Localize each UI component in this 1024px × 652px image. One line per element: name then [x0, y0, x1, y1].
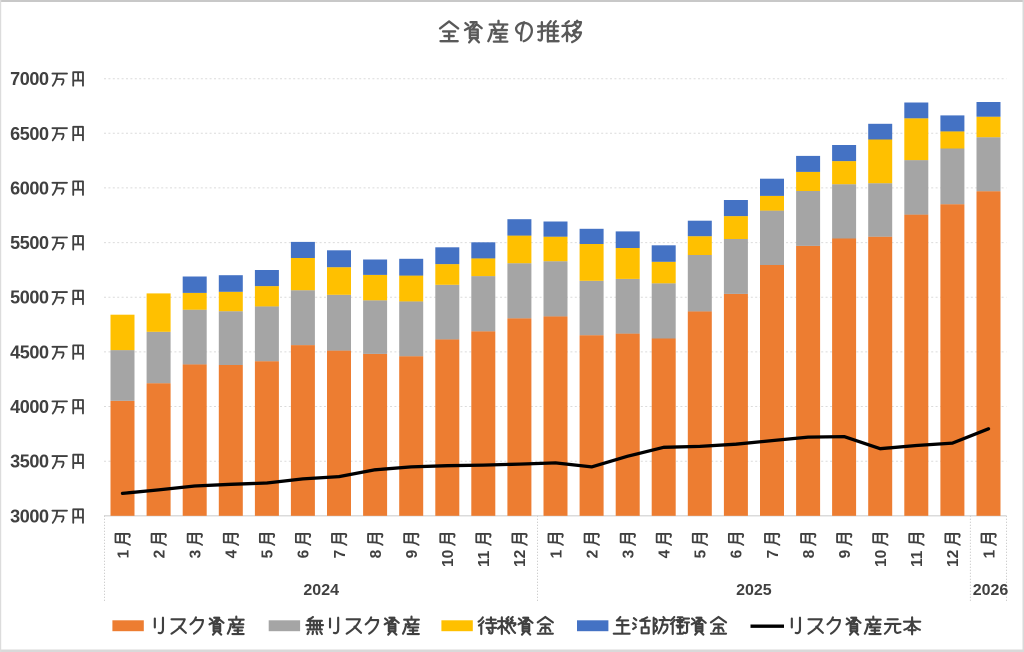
svg-text:5: 5	[693, 549, 710, 558]
svg-text:5000: 5000	[10, 288, 49, 308]
svg-text:10: 10	[873, 550, 890, 567]
svg-text:8: 8	[368, 549, 385, 558]
svg-text:3: 3	[621, 549, 638, 558]
svg-text:3: 3	[188, 549, 205, 558]
svg-text:9: 9	[404, 549, 421, 558]
svg-text:11: 11	[909, 550, 926, 567]
svg-text:1: 1	[548, 549, 565, 558]
svg-text:6000: 6000	[10, 178, 49, 198]
svg-text:7: 7	[765, 550, 782, 559]
svg-text:9: 9	[837, 549, 854, 558]
svg-text:3500: 3500	[10, 452, 49, 472]
svg-text:7000: 7000	[10, 69, 49, 89]
svg-text:6: 6	[729, 549, 746, 558]
svg-text:4000: 4000	[10, 397, 49, 417]
svg-text:1: 1	[115, 549, 132, 558]
svg-text:8: 8	[801, 549, 818, 558]
svg-text:1: 1	[981, 549, 998, 558]
svg-text:4: 4	[657, 549, 674, 558]
svg-text:2026: 2026	[973, 582, 1009, 599]
svg-text:6500: 6500	[10, 124, 49, 144]
svg-text:5500: 5500	[10, 233, 49, 253]
svg-text:10: 10	[440, 550, 457, 567]
svg-text:2: 2	[151, 550, 168, 559]
svg-text:3000: 3000	[10, 506, 49, 526]
svg-text:5: 5	[260, 549, 277, 558]
svg-text:12: 12	[945, 550, 962, 567]
svg-text:11: 11	[476, 550, 493, 567]
svg-text:4500: 4500	[10, 342, 49, 362]
svg-text:2024: 2024	[303, 582, 339, 599]
svg-text:7: 7	[332, 550, 349, 559]
svg-text:2: 2	[584, 550, 601, 559]
svg-text:2025: 2025	[736, 582, 772, 599]
svg-text:4: 4	[224, 549, 241, 558]
svg-text:12: 12	[512, 550, 529, 567]
svg-text:6: 6	[296, 549, 313, 558]
